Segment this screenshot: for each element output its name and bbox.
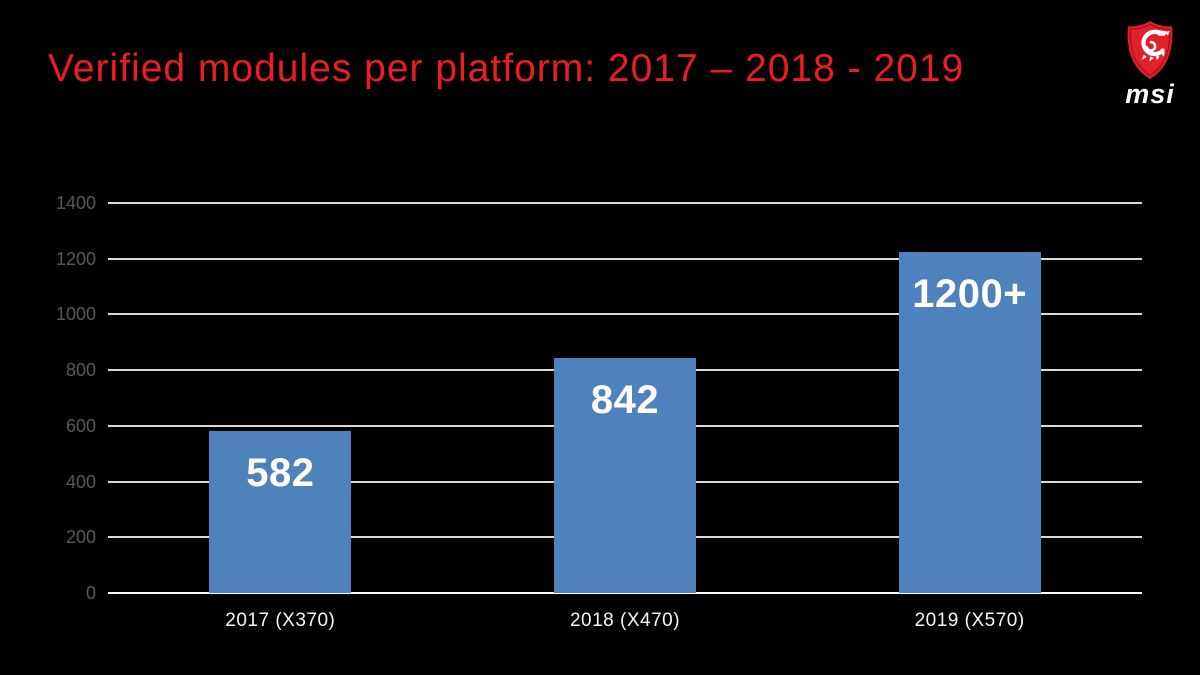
bar-value-label: 582 xyxy=(246,450,315,495)
y-tick-label: 0 xyxy=(85,583,96,603)
bar: 842 xyxy=(554,358,696,593)
y-tick-label: 600 xyxy=(65,415,96,436)
msi-wordmark: msi xyxy=(1125,79,1175,109)
y-tick-label: 400 xyxy=(65,471,96,492)
x-axis-label: 2018 (X470) xyxy=(569,610,681,631)
msi-logo: msi xyxy=(1114,20,1186,108)
bar-value-label: 842 xyxy=(590,378,660,423)
y-tick-label: 1400 xyxy=(55,193,96,213)
x-axis-baseline xyxy=(108,592,1142,594)
y-tick-label: 200 xyxy=(65,527,96,548)
plot-area: 582 842 1200+ xyxy=(108,202,1142,594)
msi-shield-dragon-icon xyxy=(1127,21,1173,79)
y-tick-label: 1000 xyxy=(55,304,96,325)
y-tick-label: 1200 xyxy=(55,248,96,269)
bar: 582 xyxy=(209,430,352,593)
page-title: Verified modules per platform: 2017 – 20… xyxy=(48,47,965,90)
gridline xyxy=(108,313,1142,316)
x-axis-label: 2017 (X370) xyxy=(225,610,336,631)
bar: 1200+ xyxy=(898,251,1041,593)
bar-value-label: 1200+ xyxy=(912,271,1028,316)
gridline xyxy=(108,257,1142,260)
y-tick-label: 800 xyxy=(65,360,96,381)
gridline xyxy=(108,202,1142,204)
x-axis-label: 2019 (X570) xyxy=(914,610,1025,631)
